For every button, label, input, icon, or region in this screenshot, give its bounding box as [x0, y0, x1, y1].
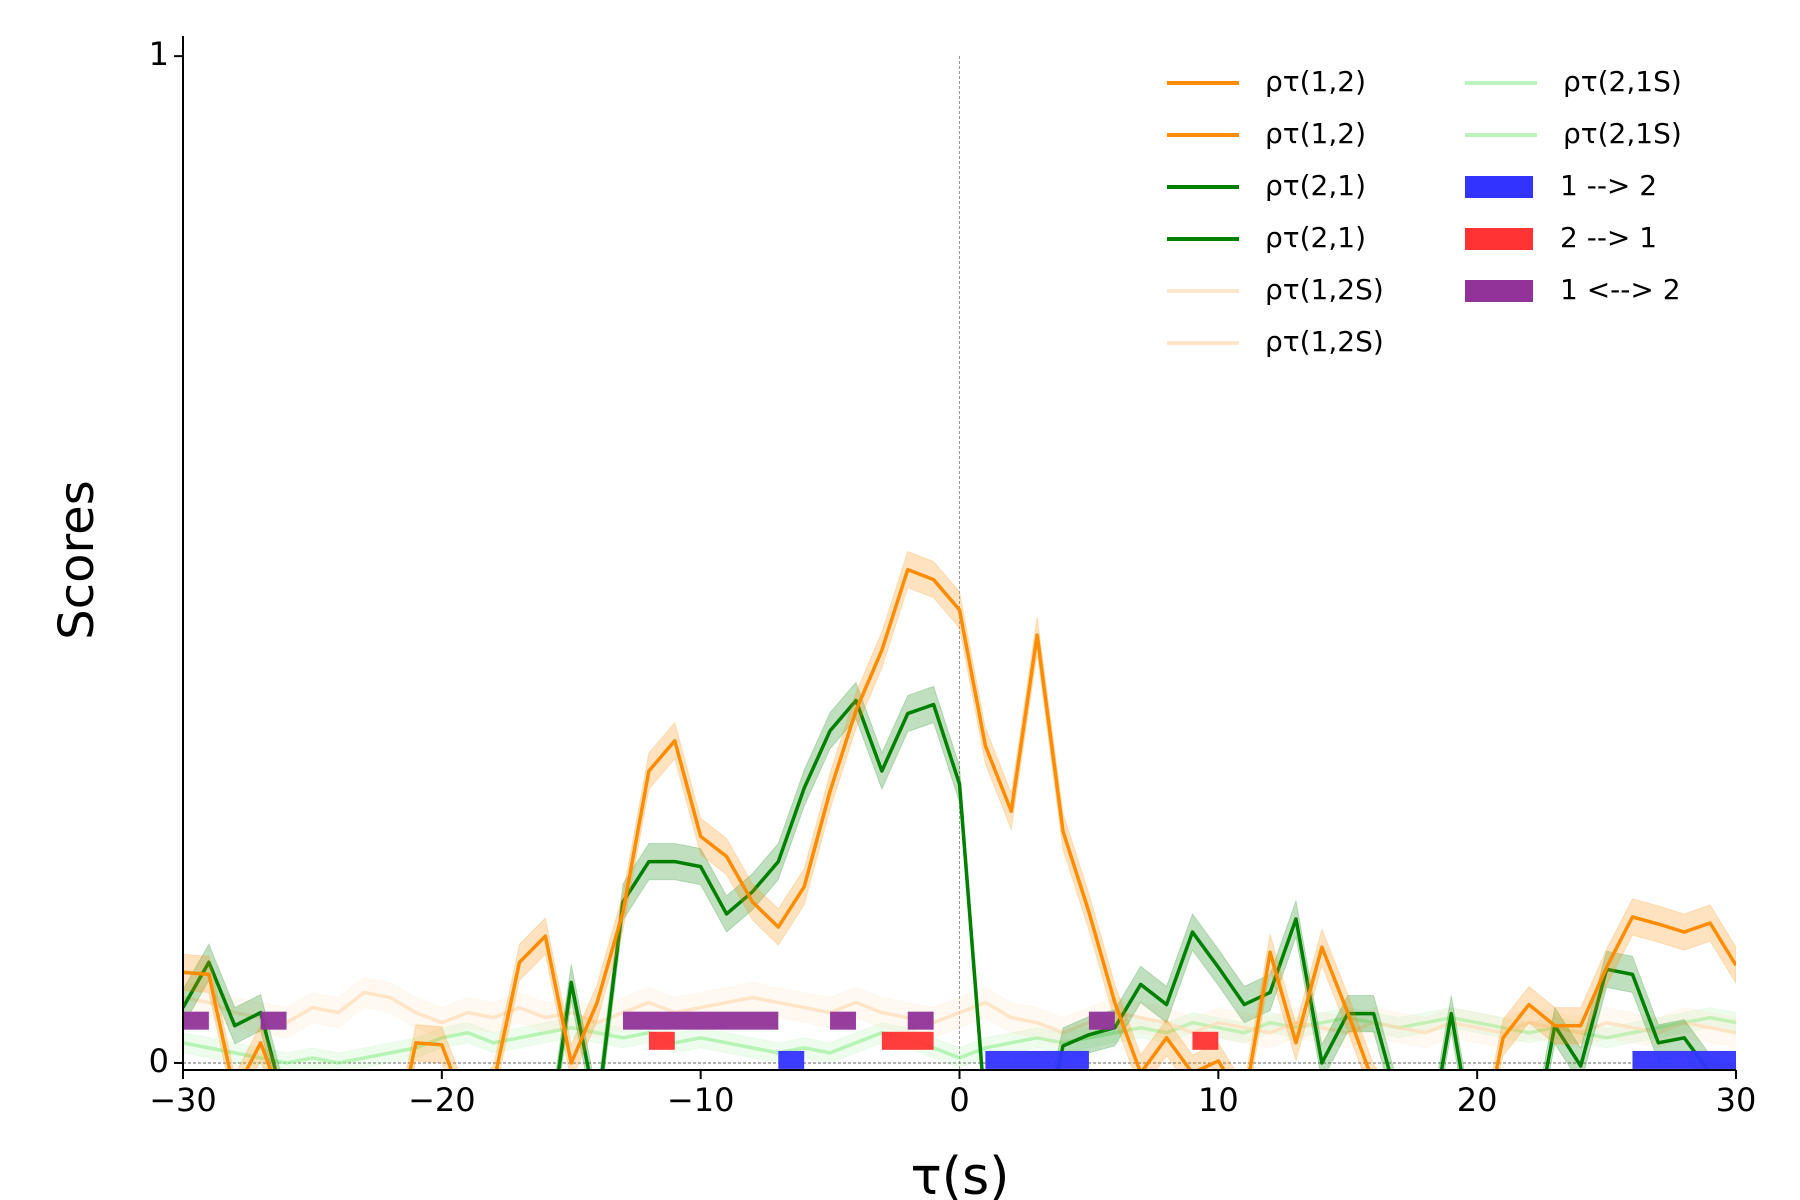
confidence-band [183, 550, 1736, 1070]
x-axis-label: τ(s) [911, 1147, 1010, 1200]
plot-area [183, 56, 1736, 1070]
y-tick-label: 1 [149, 35, 169, 73]
significance-bar [778, 1050, 805, 1069]
series-line [183, 567, 1736, 1070]
legend-label: ρτ(2,1S) [1563, 117, 1682, 150]
significance-bar [907, 1011, 934, 1030]
legend-label: ρτ(2,1) [1265, 169, 1366, 202]
x-tick-label: 0 [949, 1081, 969, 1119]
significance-bar [183, 1011, 209, 1030]
legend-label: ρτ(1,2S) [1265, 273, 1384, 306]
legend-label: ρτ(1,2) [1265, 117, 1366, 150]
series-line [183, 990, 1736, 1035]
series-line [183, 698, 1711, 1070]
significance-bar [830, 1011, 856, 1030]
x-tick-label: −30 [149, 1081, 217, 1119]
legend-patch [1465, 228, 1533, 250]
y-tick-label: 0 [149, 1042, 169, 1080]
significance-bar [985, 1050, 1089, 1069]
legend-label: ρτ(1,2) [1265, 65, 1366, 98]
legend-patch [1465, 176, 1533, 198]
legend-patch [1465, 280, 1533, 302]
legend-label: 1 <--> 2 [1560, 273, 1681, 306]
y-axis-label: Scores [49, 480, 105, 639]
x-tick-label: 30 [1716, 1081, 1757, 1119]
legend-label: ρτ(2,1) [1265, 221, 1366, 254]
x-tick-label: 20 [1457, 1081, 1498, 1119]
significance-bar [1088, 1011, 1115, 1030]
significance-bar [260, 1011, 287, 1030]
significance-bar [881, 1031, 934, 1050]
x-tick-label: −10 [667, 1081, 735, 1119]
legend-label: ρτ(1,2S) [1265, 325, 1384, 358]
significance-bar [1192, 1031, 1219, 1050]
series-line [183, 1015, 1736, 1065]
significance-bar [648, 1031, 675, 1050]
legend-label: ρτ(2,1S) [1563, 65, 1682, 98]
significance-bar [1632, 1050, 1736, 1069]
legend-label: 2 --> 1 [1560, 221, 1657, 254]
significance-bar [623, 1011, 779, 1030]
x-tick-label: −20 [408, 1081, 476, 1119]
confidence-band [183, 681, 1736, 1070]
legend-label: 1 --> 2 [1560, 169, 1657, 202]
x-tick-label: 10 [1198, 1081, 1239, 1119]
